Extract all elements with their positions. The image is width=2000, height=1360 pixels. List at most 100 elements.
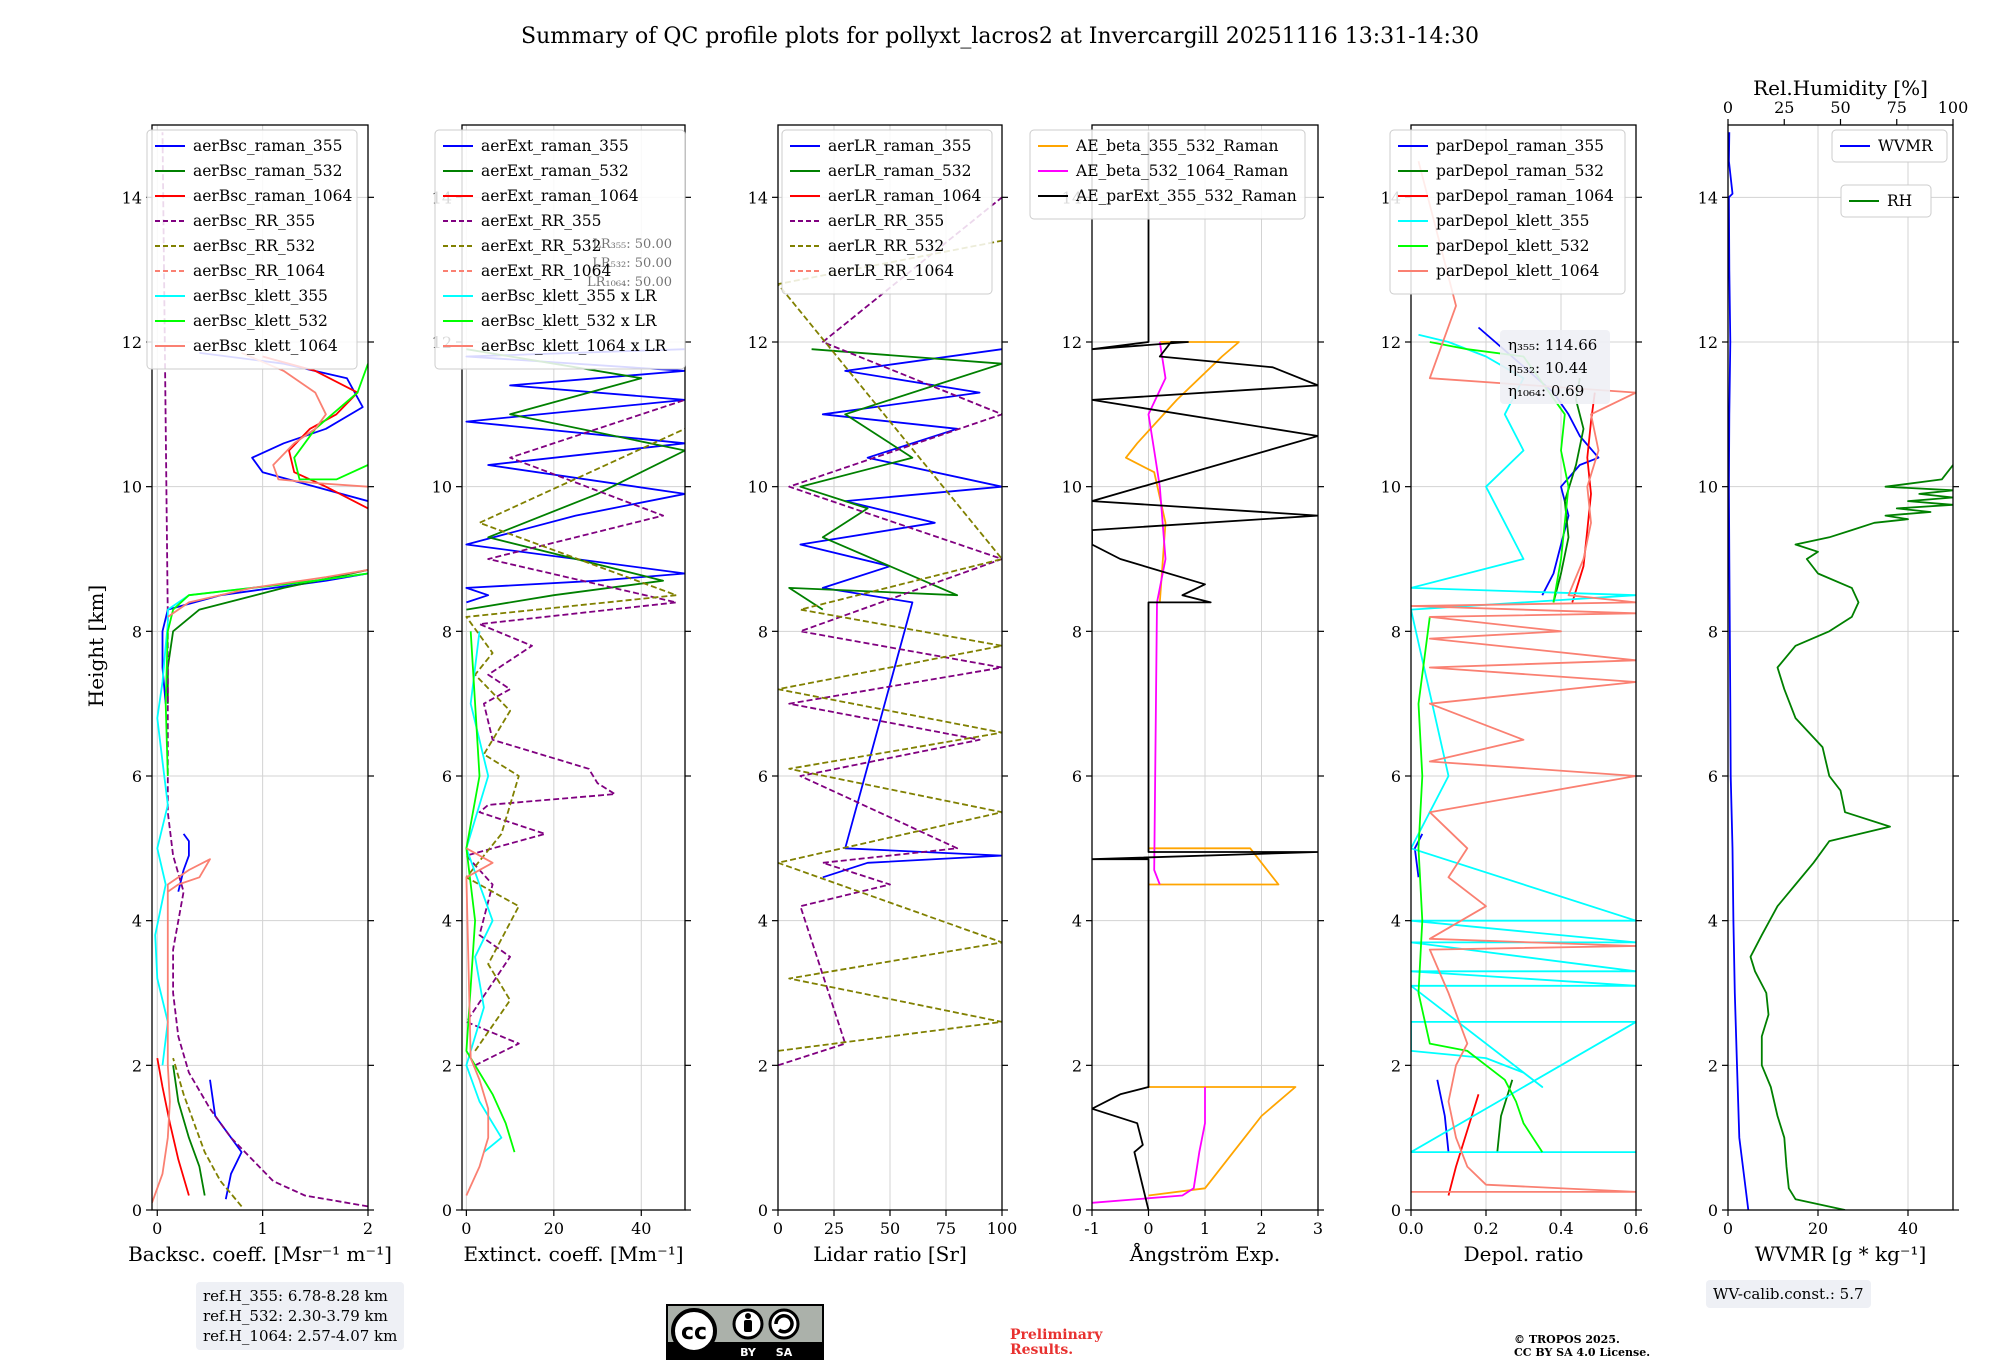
lidar_ratio-series-group bbox=[778, 196, 1002, 1067]
axes-frame bbox=[151, 124, 369, 1211]
y-tick-label: 4 bbox=[1391, 912, 1401, 931]
legend-box bbox=[781, 129, 993, 295]
angstrom-legend: AE_beta_355_532_Raman AE_beta_532_1064_Ra… bbox=[1029, 129, 1306, 220]
legend-box bbox=[1831, 129, 1948, 163]
wvmr-panel: 0 2 4 6 8 10 12 14 0 20 40 WVMR [g * kg⁻¹] 0 25 50 75 10… bbox=[1698, 76, 1969, 1266]
legend-entry: AE_beta_532_1064_Raman bbox=[1075, 162, 1288, 180]
y-tick-label: 14 bbox=[1698, 188, 1718, 207]
x-tick-label: -1 bbox=[1084, 1219, 1100, 1238]
x-tick-label: 2 bbox=[1256, 1219, 1266, 1238]
wvmr-legend: WVMR RH bbox=[1831, 129, 1948, 218]
x-tick-label: 50 bbox=[880, 1219, 900, 1238]
x-tick-label: 100 bbox=[987, 1219, 1018, 1238]
ref-height-1064: ref.H_1064: 2.57-4.07 km bbox=[203, 1327, 398, 1345]
y-tick-label: 10 bbox=[1062, 478, 1082, 497]
legend-box bbox=[146, 129, 358, 370]
x-tick-label: 0 bbox=[1143, 1219, 1153, 1238]
legend-box bbox=[1029, 129, 1306, 220]
series-line-aerBsc_RR_532 bbox=[172, 1057, 243, 1207]
depol-legend: parDepol_raman_355 parDepol_raman_532 parD… bbox=[1389, 129, 1626, 295]
y-tick-label: 0 bbox=[132, 1201, 142, 1220]
y-tick-label: 4 bbox=[758, 912, 768, 931]
sa-label: SA bbox=[776, 1346, 793, 1359]
ref-height-355: ref.H_355: 6.78-8.28 km bbox=[203, 1287, 388, 1305]
lidar_ratio-x-axis-label: Lidar ratio [Sr] bbox=[813, 1242, 967, 1266]
y-tick-label: 10 bbox=[122, 478, 142, 497]
y-tick-label: 2 bbox=[1072, 1056, 1082, 1075]
legend-entry: aerExt_raman_532 bbox=[481, 162, 629, 180]
cc-logo-text: cc bbox=[681, 1320, 707, 1345]
copyright-line-2: CC BY SA 4.0 License. bbox=[1514, 1346, 1651, 1359]
x-tick-label: 1 bbox=[1200, 1219, 1210, 1238]
legend-entry: aerBsc_klett_1064 x LR bbox=[481, 337, 668, 355]
series-line-parDepol_raman_532 bbox=[1496, 378, 1585, 1153]
y-tick-label: 10 bbox=[1698, 478, 1718, 497]
y-tick-label: 2 bbox=[1391, 1056, 1401, 1075]
y-tick-label: 6 bbox=[1708, 767, 1718, 786]
y-axis-label: Height [km] bbox=[84, 585, 108, 707]
copyright-note: © TROPOS 2025. CC BY SA 4.0 License. bbox=[1514, 1333, 1650, 1359]
legend-entry: aerBsc_klett_355 x LR bbox=[481, 287, 658, 305]
depol-x-axis-label: Depol. ratio bbox=[1464, 1242, 1584, 1266]
lidar-ratio-value: LR₃₅₅: 50.00 bbox=[592, 237, 672, 252]
y-tick-label: 10 bbox=[748, 478, 768, 497]
y-tick-label: 12 bbox=[748, 333, 768, 352]
series-line-AE_beta_355_532_Raman bbox=[1125, 341, 1297, 1197]
legend-entry: aerExt_raman_1064 bbox=[481, 187, 639, 205]
y-tick-label: 6 bbox=[1072, 767, 1082, 786]
x-tick-label: 0.0 bbox=[1398, 1219, 1423, 1238]
series-line-RH bbox=[1749, 464, 1953, 1210]
reference-height-box: ref.H_355: 6.78-8.28 km ref.H_532: 2.30-… bbox=[196, 1282, 405, 1350]
series-line-AE_parExt_355_532_Raman bbox=[1092, 132, 1318, 1210]
eta-value: η₃₅₅: 114.66 bbox=[1508, 336, 1597, 354]
series-line-aerBsc_raman_532 bbox=[166, 569, 368, 1196]
lidar-ratio-value: LR₅₃₂: 50.00 bbox=[592, 256, 672, 271]
y-tick-label: 4 bbox=[132, 912, 142, 931]
y-tick-label: 12 bbox=[122, 333, 142, 352]
legend-entry: aerLR_RR_355 bbox=[828, 212, 944, 230]
x-tick-label: 20 bbox=[1808, 1219, 1828, 1238]
legend-entry: aerLR_RR_1064 bbox=[828, 262, 954, 280]
x-tick-label: 0 bbox=[152, 1219, 162, 1238]
series-line-aerLR_RR_355 bbox=[778, 196, 1002, 1067]
y-tick-label: 4 bbox=[442, 912, 452, 931]
y-tick-label: 12 bbox=[1698, 333, 1718, 352]
series-line-aerLR_RR_532 bbox=[778, 239, 1002, 1052]
axes-frame bbox=[461, 124, 686, 1211]
y-tick-label: 4 bbox=[1708, 912, 1718, 931]
legend-entry: aerBsc_RR_1064 bbox=[193, 262, 325, 280]
extinction-panel: 0246810121402040Extinct. coeff. [Mm⁻¹]ae… bbox=[432, 124, 691, 1266]
series-line-WVMR bbox=[1728, 132, 1750, 1210]
lidar-ratio-value: LR₁₀₆₄: 50.00 bbox=[587, 275, 672, 290]
legend-entry: parDepol_raman_355 bbox=[1436, 137, 1604, 155]
wvmr-series-group bbox=[1728, 132, 1953, 1210]
legend-entry: aerExt_raman_355 bbox=[481, 137, 629, 155]
lidar_ratio-panel: 0 2 4 6 8 10 12 14 0 25 50 75 100 Lidar ratio [Sr] aer… bbox=[748, 124, 1018, 1266]
y-tick-label: 14 bbox=[748, 188, 768, 207]
x-tick-label: 20 bbox=[544, 1219, 564, 1238]
y-tick-label: 0 bbox=[1391, 1201, 1401, 1220]
x-tick-label: 1 bbox=[258, 1219, 268, 1238]
y-tick-label: 6 bbox=[758, 767, 768, 786]
y-tick-label: 2 bbox=[1708, 1056, 1718, 1075]
by-label: BY bbox=[740, 1346, 757, 1359]
series-line-aerBsc_klett_532 bbox=[164, 363, 368, 777]
x-tick-label: 0 bbox=[461, 1219, 471, 1238]
series-line-aerExt_RR_355 bbox=[465, 399, 685, 1067]
legend-entry: aerLR_raman_1064 bbox=[828, 187, 981, 205]
y-tick-label: 14 bbox=[122, 188, 142, 207]
x-tick-label: 75 bbox=[936, 1219, 956, 1238]
legend-entry: aerBsc_RR_355 bbox=[193, 212, 315, 230]
legend-entry: aerLR_raman_355 bbox=[828, 137, 971, 155]
angstrom-series-group bbox=[1092, 132, 1318, 1210]
legend-entry: aerLR_RR_532 bbox=[828, 237, 944, 255]
y-tick-label: 0 bbox=[1072, 1201, 1082, 1220]
series-line-aerExt_raman_532 bbox=[466, 348, 685, 611]
legend-entry: RH bbox=[1887, 192, 1912, 210]
preliminary-line-2: Results. bbox=[1010, 1342, 1074, 1358]
legend-entry: aerBsc_raman_355 bbox=[193, 137, 343, 155]
